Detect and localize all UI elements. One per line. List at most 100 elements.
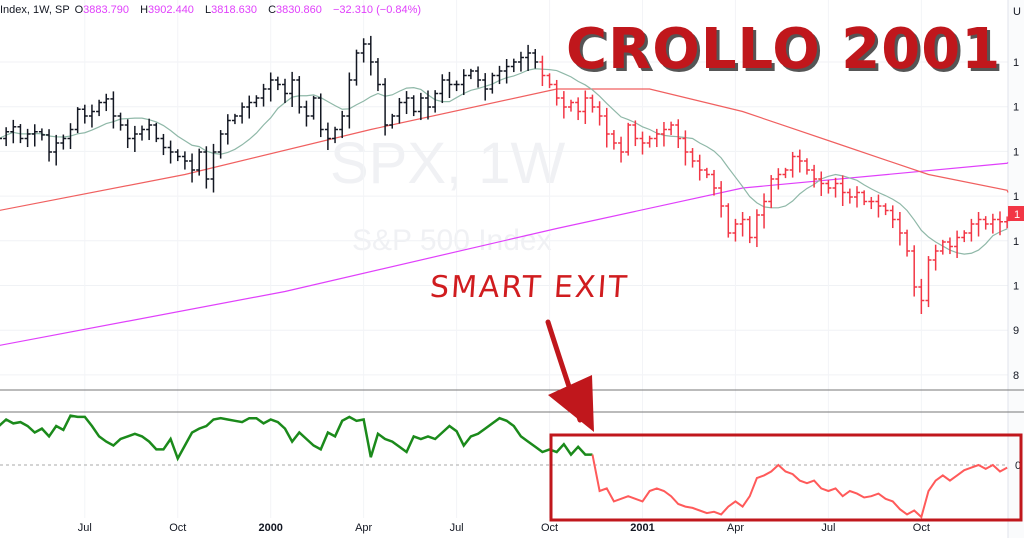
ohlc-bar: [689, 148, 696, 168]
price-axis-label: 8: [1013, 370, 1019, 382]
price-axis-label: 1: [1013, 236, 1019, 248]
ohlc-bar: [739, 211, 746, 237]
ohlc-bar: [10, 119, 17, 144]
highlight-box: [549, 433, 1023, 522]
ohlc-bar: [796, 149, 803, 173]
ohlc-bar: [296, 76, 303, 114]
price-axis: [1008, 0, 1024, 538]
ohlc-bar: [396, 97, 403, 124]
ohlc-bar: [646, 135, 653, 148]
legend-high: 3902.440: [148, 4, 194, 16]
ohlc-bar: [510, 58, 517, 73]
ohlc-bar: [310, 95, 317, 120]
ohlc-bar: [811, 164, 818, 188]
x-axis-label: Apr: [355, 522, 372, 534]
ohlc-bar: [367, 35, 374, 76]
ohlc-bar: [846, 188, 853, 204]
watermark-symbol: SPX, 1W: [330, 131, 566, 196]
ohlc-bar: [839, 175, 846, 206]
ohlc-bar: [246, 95, 253, 119]
price-axis-label: 1: [1013, 281, 1019, 293]
ohlc-bar: [3, 127, 10, 147]
price-axis-label: 1: [1013, 102, 1019, 114]
ohlc-bar: [432, 90, 439, 113]
ohlc-bar: [60, 134, 67, 150]
ohlc-bar: [539, 55, 546, 87]
ohlc-bar: [904, 229, 911, 257]
ohlc-bar: [825, 180, 832, 194]
ohlc-bar: [553, 79, 560, 106]
ohlc-bar: [24, 128, 31, 148]
ohlc-bar: [575, 97, 582, 121]
ohlc-bar: [0, 137, 2, 140]
ohlc-bar: [775, 168, 782, 190]
ohlc-bar: [789, 151, 796, 178]
ohlc-bar: [346, 72, 353, 129]
ohlc-bar: [189, 153, 196, 183]
ohlc-bar: [146, 118, 153, 141]
ohlc-bar: [625, 122, 632, 156]
arrow-head-icon: [548, 375, 594, 432]
ohlc-bar: [353, 49, 360, 86]
indicator-line-negative: [591, 454, 1008, 519]
ohlc-bar: [332, 126, 339, 144]
ohlc-bar: [239, 102, 246, 124]
ohlc-bar: [939, 239, 946, 255]
ohlc-bar: [546, 73, 553, 89]
ohlc-bar: [932, 244, 939, 271]
ohlc-bar: [203, 146, 210, 189]
ohlc-legend: Index, 1W, SP O3883.790 H3902.440 L3818.…: [0, 4, 429, 16]
ohlc-bar: [997, 211, 1003, 236]
legend-close-label: C: [268, 4, 277, 16]
ohlc-bar: [732, 218, 739, 242]
price-axis-label: U: [1013, 6, 1021, 18]
legend-change: −32.310 (−0.84%): [332, 4, 422, 16]
ohlc-bar: [360, 38, 367, 63]
ohlc-bar: [975, 211, 982, 237]
ohlc-bar: [639, 131, 646, 155]
ohlc-bar: [253, 95, 260, 108]
ohlc-bar: [124, 119, 131, 149]
ohlc-bar: [467, 68, 474, 80]
ohlc-bar: [725, 203, 732, 238]
ohlc-bar: [339, 110, 346, 139]
ohlc-bar: [139, 125, 145, 141]
x-axis-label: Jul: [821, 522, 835, 534]
ohlc-bar: [217, 130, 224, 159]
ohlc-bar: [475, 66, 482, 88]
annotation-smart-exit: SMART EXIT: [428, 270, 630, 305]
x-axis-label: Apr: [727, 522, 744, 534]
ohlc-bar: [946, 237, 953, 255]
ohlc-bar: [882, 203, 889, 216]
ohlc-bar: [46, 129, 53, 162]
ohlc-bar: [174, 149, 181, 162]
ohlc-bar: [417, 92, 424, 121]
ohlc-bar: [918, 278, 925, 314]
ohlc-bar: [753, 209, 760, 248]
ohlc-bar: [53, 134, 60, 166]
ohlc-bar: [403, 91, 410, 115]
ohlc-bar: [267, 72, 274, 102]
ohlc-bar: [496, 65, 503, 85]
ohlc-bar: [38, 128, 45, 141]
ohlc-bar: [425, 90, 431, 120]
last-price-label: 1: [1014, 209, 1020, 221]
ma-mid-line: [0, 88, 1009, 211]
ohlc-bar: [854, 186, 860, 208]
ohlc-bar: [746, 216, 753, 244]
ohlc-bar: [81, 104, 88, 124]
legend-open-label: O: [74, 4, 84, 16]
ohlc-bar: [453, 80, 460, 92]
ohlc-bar: [861, 190, 868, 206]
ohlc-bar: [382, 78, 389, 136]
ohlc-bar: [460, 69, 467, 96]
indicator-line-positive: [0, 414, 593, 462]
ohlc-bar: [610, 130, 617, 150]
ohlc-bar: [67, 123, 74, 150]
ohlc-bar: [374, 58, 381, 92]
ohlc-bar: [117, 112, 124, 131]
ohlc-bar: [324, 122, 331, 151]
ohlc-bar: [711, 169, 717, 196]
ohlc-bar: [260, 83, 267, 107]
